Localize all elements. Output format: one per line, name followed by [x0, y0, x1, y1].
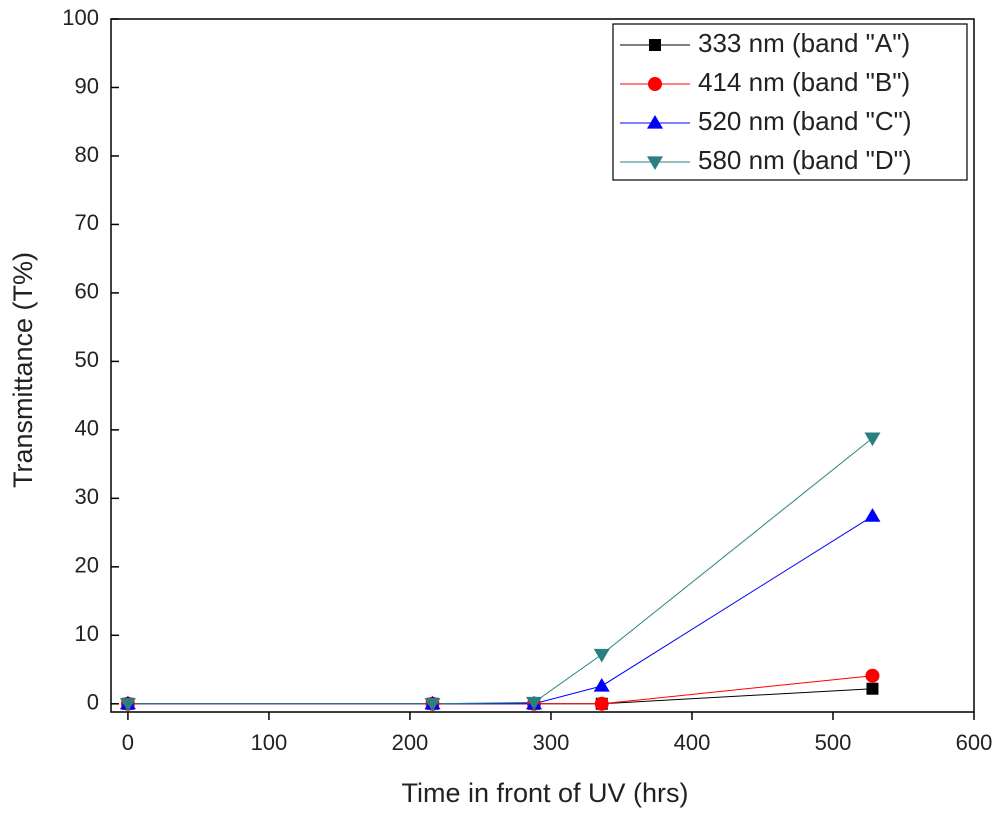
legend-label: 520 nm (band "C") [698, 106, 912, 136]
legend-label: 414 nm (band "B") [698, 67, 910, 97]
y-axis-label: Transmittance (T%) [8, 252, 38, 488]
marker [864, 432, 881, 447]
y-tick-label: 30 [75, 484, 99, 509]
plot-frame [110, 18, 975, 713]
series-line [127, 515, 873, 705]
x-tick-label: 600 [956, 730, 993, 755]
marker [866, 682, 879, 695]
y-tick-label: 0 [87, 690, 99, 715]
legend-label: 580 nm (band "D") [698, 145, 912, 175]
x-tick-label: 200 [392, 730, 429, 755]
x-tick-label: 400 [674, 730, 711, 755]
x-tick-label: 100 [251, 730, 288, 755]
marker [593, 648, 610, 663]
marker [593, 677, 610, 692]
y-tick-label: 50 [75, 347, 99, 372]
series-line [127, 688, 873, 705]
legend-marker [647, 115, 663, 129]
legend-marker [649, 39, 661, 51]
marker [864, 508, 881, 522]
x-tick-label: 500 [815, 730, 852, 755]
y-tick-label: 40 [75, 416, 99, 441]
y-tick-label: 20 [75, 553, 99, 578]
y-tick-label: 70 [75, 210, 99, 235]
legend-marker [648, 77, 662, 91]
legend-marker [647, 156, 663, 170]
y-tick-label: 100 [62, 5, 99, 30]
y-tick-label: 10 [75, 621, 99, 646]
legend-label: 333 nm (band "A") [698, 28, 910, 58]
y-tick-label: 60 [75, 279, 99, 304]
marker [119, 698, 136, 712]
x-tick-label: 0 [122, 730, 134, 755]
y-tick-label: 80 [75, 142, 99, 167]
series-line [127, 437, 873, 705]
x-axis-label: Time in front of UV (hrs) [401, 778, 688, 808]
legend-box [612, 23, 968, 181]
marker [526, 696, 543, 711]
x-tick-label: 300 [533, 730, 570, 755]
series-line [127, 675, 873, 705]
marker [865, 668, 880, 683]
marker [424, 698, 441, 712]
marker [594, 696, 609, 711]
y-tick-label: 90 [75, 73, 99, 98]
